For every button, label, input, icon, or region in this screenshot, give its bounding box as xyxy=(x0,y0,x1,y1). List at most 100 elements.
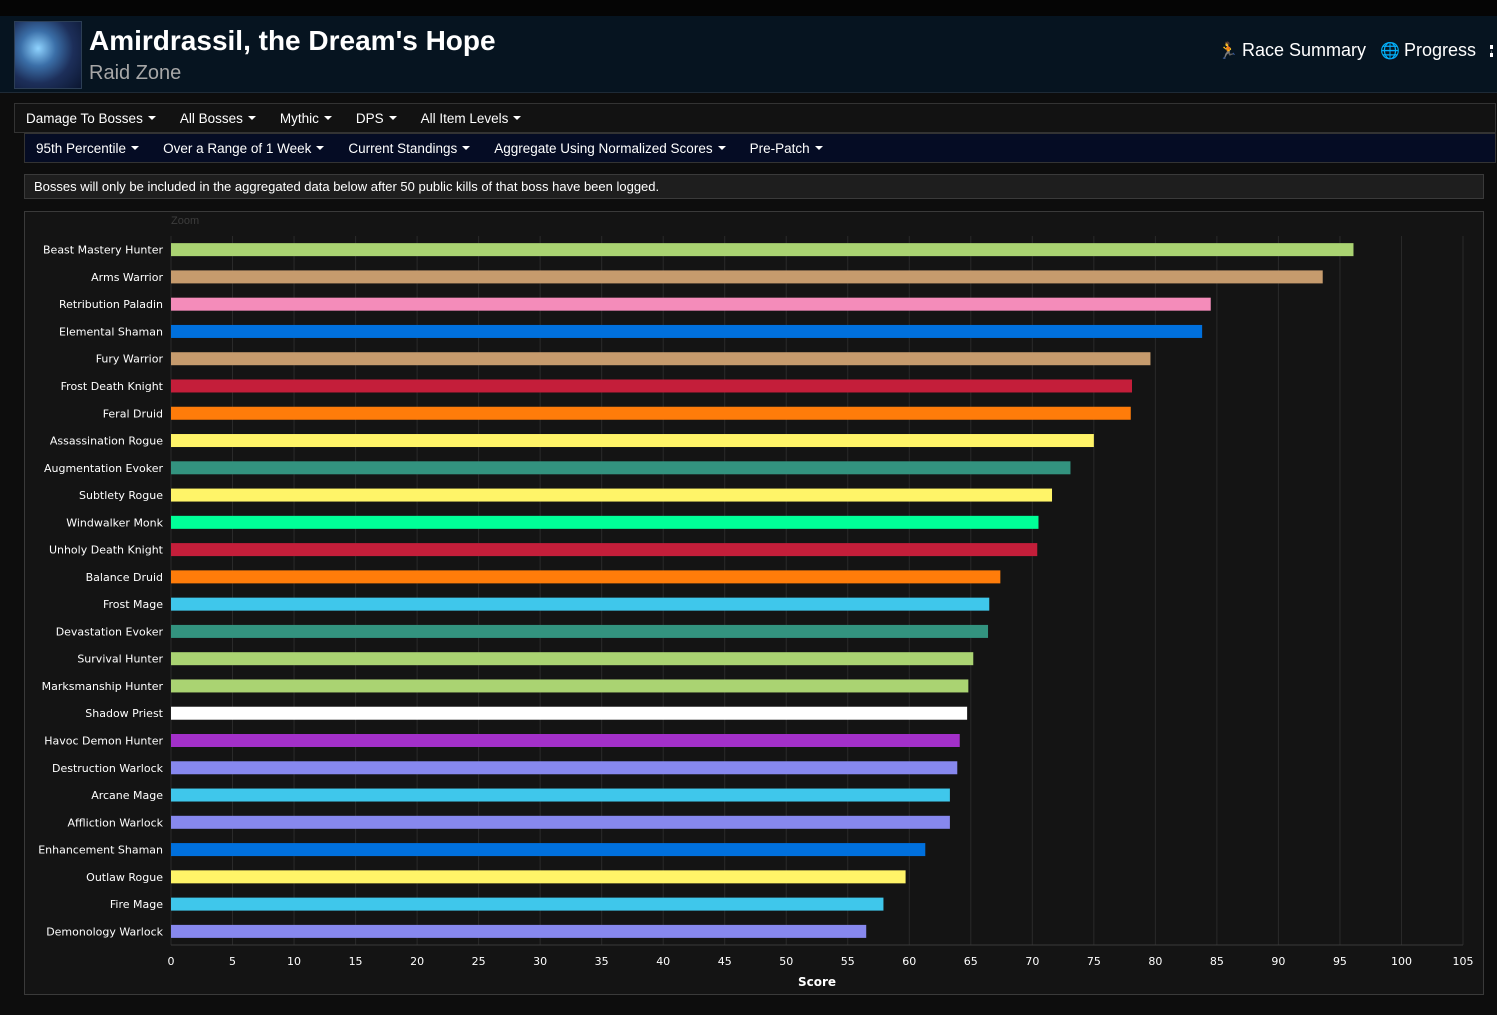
category-label: Arms Warrior xyxy=(91,271,163,284)
patch-dropdown[interactable]: Pre-Patch xyxy=(750,141,823,156)
difficulty-dropdown[interactable]: Mythic xyxy=(280,111,332,126)
category-label: Frost Death Knight xyxy=(61,380,164,393)
x-tick-label: 70 xyxy=(1025,955,1039,968)
page-subtitle: Raid Zone xyxy=(89,62,182,84)
zoom-label[interactable]: Zoom xyxy=(171,215,200,227)
zone-icon xyxy=(14,21,82,89)
bar xyxy=(171,488,1053,502)
bar xyxy=(171,434,1094,448)
secondary-filter-bar: 95th Percentile Over a Range of 1 Week C… xyxy=(24,133,1496,163)
bar xyxy=(171,761,958,775)
primary-filter-bar: Damage To Bosses All Bosses Mythic DPS A… xyxy=(14,103,1496,133)
bar xyxy=(171,352,1151,366)
progress-link[interactable]: 🌐 Progress xyxy=(1380,40,1476,61)
bar xyxy=(171,679,969,693)
header-links: 🏃 Race Summary 🌐 Progress xyxy=(1218,40,1497,61)
bar xyxy=(171,733,960,747)
x-tick-label: 60 xyxy=(902,955,916,968)
boss-dropdown[interactable]: All Bosses xyxy=(180,111,256,126)
bar xyxy=(171,515,1039,529)
x-tick-label: 30 xyxy=(533,955,547,968)
x-tick-label: 50 xyxy=(779,955,793,968)
race-summary-link[interactable]: 🏃 Race Summary xyxy=(1218,40,1366,61)
bar xyxy=(171,924,867,938)
category-label: Subtlety Rogue xyxy=(79,489,163,502)
bar xyxy=(171,570,1001,584)
bar xyxy=(171,706,968,720)
x-tick-label: 0 xyxy=(168,955,175,968)
metric-dropdown[interactable]: Damage To Bosses xyxy=(26,111,156,126)
caret-down-icon xyxy=(388,116,397,120)
x-tick-label: 20 xyxy=(410,955,424,968)
x-tick-label: 105 xyxy=(1453,955,1474,968)
category-label: Demonology Warlock xyxy=(46,925,163,938)
x-axis-title: Score xyxy=(798,975,836,989)
x-tick-label: 10 xyxy=(287,955,301,968)
category-label: Survival Hunter xyxy=(77,653,163,666)
x-tick-label: 75 xyxy=(1087,955,1101,968)
score-bar-chart: Beast Mastery Hunter Arms Warrior Retribut… xyxy=(38,236,1474,989)
caret-down-icon xyxy=(247,116,256,120)
caret-down-icon xyxy=(316,146,325,150)
category-label: Beast Mastery Hunter xyxy=(43,244,163,257)
x-tick-label: 100 xyxy=(1391,955,1412,968)
x-tick-label: 85 xyxy=(1210,955,1224,968)
x-tick-label: 90 xyxy=(1271,955,1285,968)
bar xyxy=(171,897,884,911)
page-title: Amirdrassil, the Dream's Hope xyxy=(89,25,496,56)
x-tick-label: 25 xyxy=(472,955,486,968)
x-tick-label: 95 xyxy=(1333,955,1347,968)
bar xyxy=(171,597,990,611)
bar xyxy=(171,379,1133,393)
caret-down-icon xyxy=(147,116,156,120)
category-label: Destruction Warlock xyxy=(52,762,164,775)
bar xyxy=(171,843,926,857)
percentile-dropdown[interactable]: 95th Percentile xyxy=(36,141,140,156)
progress-label: Progress xyxy=(1403,40,1476,60)
bar xyxy=(171,324,1203,338)
caret-down-icon xyxy=(462,146,471,150)
x-tick-label: 35 xyxy=(595,955,609,968)
zone-header: Amirdrassil, the Dream's Hope Raid Zone … xyxy=(0,16,1497,93)
category-label: Assassination Rogue xyxy=(50,435,163,448)
time-range-dropdown[interactable]: Over a Range of 1 Week xyxy=(163,141,325,156)
race-summary-label: Race Summary xyxy=(1242,40,1367,60)
category-label: Windwalker Monk xyxy=(66,516,163,529)
bar xyxy=(171,243,1354,257)
caret-down-icon xyxy=(717,146,726,150)
x-tick-label: 15 xyxy=(349,955,363,968)
category-label: Devastation Evoker xyxy=(56,625,164,638)
bar xyxy=(171,406,1131,420)
category-label: Outlaw Rogue xyxy=(86,871,163,884)
item-level-dropdown[interactable]: All Item Levels xyxy=(421,111,522,126)
category-label: Fury Warrior xyxy=(96,353,164,366)
category-label: Fire Mage xyxy=(110,898,163,911)
category-label: Enhancement Shaman xyxy=(38,844,163,857)
x-tick-label: 5 xyxy=(229,955,236,968)
x-tick-label: 80 xyxy=(1148,955,1162,968)
standings-dropdown[interactable]: Current Standings xyxy=(348,141,471,156)
category-label: Balance Druid xyxy=(86,571,163,584)
category-label: Havoc Demon Hunter xyxy=(44,734,163,747)
category-label: Augmentation Evoker xyxy=(44,462,163,475)
top-strip xyxy=(0,0,1497,17)
x-tick-label: 40 xyxy=(656,955,670,968)
caret-down-icon xyxy=(513,116,522,120)
bar xyxy=(171,652,974,666)
caret-down-icon xyxy=(131,146,140,150)
running-person-icon: 🏃 xyxy=(1218,42,1239,60)
caret-down-icon xyxy=(323,116,332,120)
category-label: Retribution Paladin xyxy=(59,298,163,311)
bar xyxy=(171,461,1071,475)
bar xyxy=(171,543,1038,557)
category-label: Feral Druid xyxy=(103,407,163,420)
more-menu-icon[interactable] xyxy=(1490,44,1497,57)
category-label: Arcane Mage xyxy=(91,789,163,802)
bar xyxy=(171,297,1211,311)
aggregate-dropdown[interactable]: Aggregate Using Normalized Scores xyxy=(494,141,726,156)
globe-icon: 🌐 xyxy=(1380,42,1400,60)
role-dropdown[interactable]: DPS xyxy=(356,111,397,126)
chart-panel: Zoom Beast Mastery Hunter Arms Warrior Ret… xyxy=(24,211,1484,995)
x-tick-label: 55 xyxy=(841,955,855,968)
x-tick-label: 45 xyxy=(718,955,732,968)
